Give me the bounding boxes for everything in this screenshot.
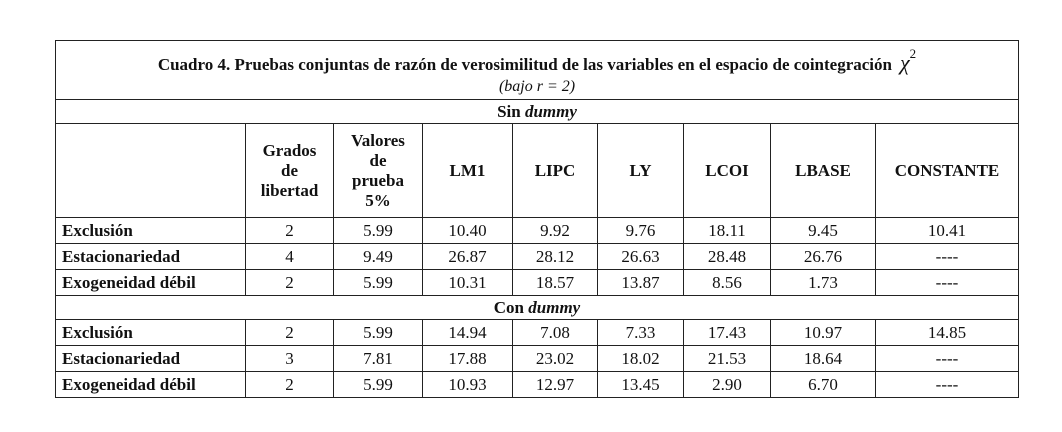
cell: ---- — [875, 345, 1019, 372]
section-label: Sin dummy — [55, 99, 1019, 124]
header-line: Valores — [351, 130, 405, 150]
cell: 8.56 — [683, 269, 771, 296]
cell: 18.57 — [512, 269, 598, 296]
column-header: LCOI — [683, 123, 771, 218]
title-cell: Cuadro 4. Pruebas conjuntas de razón de … — [55, 40, 1019, 100]
cell: 26.63 — [597, 243, 684, 270]
data-row: Exclusión 2 5.99 10.40 9.92 9.76 18.11 9.45 10.4… — [55, 217, 1019, 244]
cell: 2 — [245, 371, 334, 398]
data-row: Estacionariedad 3 7.81 17.88 23.02 18.02 21.53… — [55, 345, 1019, 372]
data-row: Exclusión 2 5.99 14.94 7.08 7.33 17.43 10.97 14.… — [55, 319, 1019, 346]
row-label: Exogeneidad débil — [55, 269, 246, 296]
cell: 5.99 — [333, 319, 423, 346]
cell: 7.33 — [597, 319, 684, 346]
header-line: LIPC — [534, 160, 576, 180]
cell: 4 — [245, 243, 334, 270]
column-header: LIPC — [512, 123, 598, 218]
cell: 21.53 — [683, 345, 771, 372]
cell: 13.45 — [597, 371, 684, 398]
cell: 10.31 — [422, 269, 513, 296]
column-header: LY — [597, 123, 684, 218]
cell: 18.11 — [683, 217, 771, 244]
header-line: prueba — [352, 170, 404, 190]
header-line: CONSTANTE — [894, 160, 1000, 180]
cell: 26.76 — [770, 243, 876, 270]
data-row: Estacionariedad 4 9.49 26.87 28.12 26.63 28.48… — [55, 243, 1019, 270]
header-line: Grados — [262, 140, 317, 160]
cell: 14.94 — [422, 319, 513, 346]
data-row: Exogeneidad débil 2 5.99 10.31 18.57 13.87 8.5… — [55, 269, 1019, 296]
section-emphasis: dummy — [528, 297, 581, 317]
header-line: libertad — [260, 180, 319, 200]
cell: 2 — [245, 217, 334, 244]
section-text: Con — [493, 297, 525, 317]
cell: 17.88 — [422, 345, 513, 372]
cell: 9.76 — [597, 217, 684, 244]
cell: ---- — [875, 243, 1019, 270]
cell: 9.92 — [512, 217, 598, 244]
cell: 7.08 — [512, 319, 598, 346]
row-label: Exogeneidad débil — [55, 371, 246, 398]
header-line: LBASE — [795, 160, 851, 180]
cell: 13.87 — [597, 269, 684, 296]
cell: 3 — [245, 345, 334, 372]
cell: 5.99 — [333, 371, 423, 398]
section-label: Con dummy — [55, 295, 1019, 320]
cell: 18.02 — [597, 345, 684, 372]
subtitle: (bajo r = 2) — [498, 77, 576, 95]
title: Cuadro 4. Pruebas conjuntas de razón de … — [157, 54, 892, 74]
title-row: Cuadro 4. Pruebas conjuntas de razón de … — [55, 40, 1019, 100]
column-header: LM1 — [422, 123, 513, 218]
cell: 17.43 — [683, 319, 771, 346]
chi-superscript: 2 — [909, 45, 917, 61]
cell: 5.99 — [333, 217, 423, 244]
chi-symbol: χ — [899, 49, 910, 75]
cell: 9.49 — [333, 243, 423, 270]
cell: 10.97 — [770, 319, 876, 346]
cell: 28.48 — [683, 243, 771, 270]
header-line: LY — [629, 160, 652, 180]
row-label: Exclusión — [55, 217, 246, 244]
cell: 18.64 — [770, 345, 876, 372]
cell: 5.99 — [333, 269, 423, 296]
row-label: Estacionariedad — [55, 243, 246, 270]
header-line: LM1 — [449, 160, 486, 180]
row-label: Estacionariedad — [55, 345, 246, 372]
cell: 12.97 — [512, 371, 598, 398]
cell: 23.02 — [512, 345, 598, 372]
header-line: LCOI — [705, 160, 749, 180]
section-emphasis: dummy — [524, 101, 577, 121]
header-line: de — [281, 160, 298, 180]
column-header: LBASE — [770, 123, 876, 218]
section-row: Sin dummy — [55, 99, 1019, 124]
cell: ---- — [875, 269, 1019, 296]
cell: ---- — [875, 371, 1019, 398]
column-header: CONSTANTE — [875, 123, 1019, 218]
cell: 2.90 — [683, 371, 771, 398]
header-row: Grados de libertad Valores de prueba 5% LM1 LIPC… — [55, 123, 1019, 218]
cell: 10.40 — [422, 217, 513, 244]
cell: 28.12 — [512, 243, 598, 270]
cell: 2 — [245, 319, 334, 346]
header-line: de — [369, 150, 387, 170]
column-header: Valores de prueba 5% — [333, 123, 423, 218]
data-row: Exogeneidad débil 2 5.99 10.93 12.97 13.45 2.9… — [55, 371, 1019, 398]
row-label: Exclusión — [55, 319, 246, 346]
section-text: Sin — [497, 101, 521, 121]
cell: 9.45 — [770, 217, 876, 244]
header-empty — [55, 123, 246, 218]
cell: 6.70 — [770, 371, 876, 398]
cell: 2 — [245, 269, 334, 296]
cell: 26.87 — [422, 243, 513, 270]
cell: 10.93 — [422, 371, 513, 398]
column-header: Grados de libertad — [245, 123, 334, 218]
cell: 1.73 — [770, 269, 876, 296]
cell: 14.85 — [875, 319, 1019, 346]
cell: 7.81 — [333, 345, 423, 372]
table: Cuadro 4. Pruebas conjuntas de razón de … — [55, 40, 1019, 398]
header-line: 5% — [365, 190, 391, 210]
section-row: Con dummy — [55, 295, 1019, 320]
cell: 10.41 — [875, 217, 1019, 244]
